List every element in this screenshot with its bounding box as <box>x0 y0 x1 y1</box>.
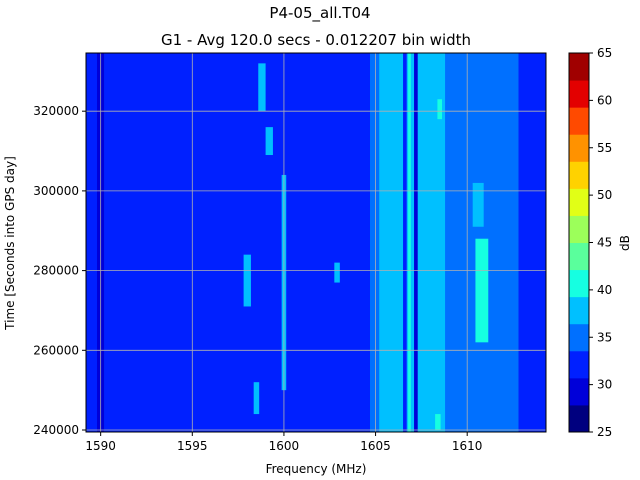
narrowband-line <box>403 53 407 432</box>
plot-area: 1590 1595 1600 1605 1610 240000 260000 280000 3… <box>33 52 547 453</box>
narrowband-line <box>380 53 386 432</box>
y-tick-label: 240000 <box>33 423 79 437</box>
x-tick-label: 1590 <box>85 439 116 453</box>
colorbar-ticks: 25 30 35 40 45 50 55 60 65 <box>589 46 612 439</box>
colorbar-level <box>569 134 589 162</box>
colorbar-tick-label: 40 <box>597 283 612 297</box>
interference-patch <box>472 182 484 227</box>
narrowband-line <box>427 53 431 432</box>
interference-patch <box>435 414 441 431</box>
y-tick-label: 280000 <box>33 264 79 278</box>
colorbar-tick-label: 30 <box>597 378 612 392</box>
y-axis-ticks: 240000 260000 280000 300000 320000 <box>33 104 86 437</box>
narrowband-line <box>408 53 411 432</box>
narrowband-line <box>419 53 424 432</box>
colorbar-level <box>569 80 589 108</box>
colorbar-level <box>569 215 589 243</box>
colorbar-level <box>569 107 589 135</box>
colorbar-level <box>569 161 589 189</box>
x-tick-label: 1600 <box>269 439 300 453</box>
grid-lines <box>86 53 546 432</box>
plot-frame <box>85 52 547 433</box>
interference-patch <box>437 99 442 120</box>
narrowband-line <box>414 53 418 432</box>
chart-subtitle: G1 - Avg 120.0 secs - 0.012207 bin width <box>161 31 471 49</box>
frequency-band <box>518 53 546 432</box>
colorbar-level <box>569 242 589 271</box>
colorbar-level <box>569 188 589 216</box>
colorbar-level <box>569 269 589 298</box>
colorbar-level <box>569 404 589 433</box>
x-tick-label: 1595 <box>177 439 208 453</box>
colorbar-label: dB <box>618 235 632 251</box>
heatmap-cells <box>86 53 546 432</box>
y-axis-label: Time [Seconds into GPS day] <box>3 156 17 331</box>
frequency-band <box>370 53 380 432</box>
frequency-band <box>86 53 97 432</box>
y-tick-label: 300000 <box>33 184 79 198</box>
chart-title: P4-05_all.T04 <box>269 4 370 23</box>
colorbar-tick-label: 35 <box>597 330 612 344</box>
x-axis-ticks: 1590 1595 1600 1605 1610 <box>85 432 482 453</box>
x-tick-label: 1610 <box>452 439 483 453</box>
interference-patch <box>258 63 266 112</box>
x-tick-label: 1605 <box>360 439 391 453</box>
interference-patch <box>253 382 260 415</box>
frequency-band <box>379 53 446 432</box>
x-axis-label: Frequency (MHz) <box>266 462 367 476</box>
colorbar-level <box>569 323 589 352</box>
colorbar-tick-label: 25 <box>597 425 612 439</box>
interference-patch <box>475 238 489 343</box>
interference-patch <box>265 127 273 156</box>
frequency-band <box>104 53 371 432</box>
interference-patch <box>243 254 251 307</box>
colorbar-tick-label: 50 <box>597 188 612 202</box>
y-tick-label: 260000 <box>33 343 79 357</box>
interference-patch <box>334 262 340 283</box>
colorbar-cells <box>569 53 589 433</box>
colorbar-tick-label: 65 <box>597 46 612 60</box>
colorbar-tick-label: 60 <box>597 93 612 107</box>
colorbar-level <box>569 350 589 379</box>
colorbar-level <box>569 53 589 81</box>
colorbar-level <box>569 296 589 325</box>
colorbar-tick-label: 45 <box>597 236 612 250</box>
colorbar-level <box>569 377 589 406</box>
frequency-band <box>498 53 519 432</box>
colorbar-tick-label: 55 <box>597 141 612 155</box>
frequency-band <box>445 53 499 432</box>
colorbar: 25 30 35 40 45 50 55 60 65 dB <box>568 46 632 439</box>
y-tick-label: 320000 <box>33 104 79 118</box>
narrowband-line <box>392 53 396 432</box>
